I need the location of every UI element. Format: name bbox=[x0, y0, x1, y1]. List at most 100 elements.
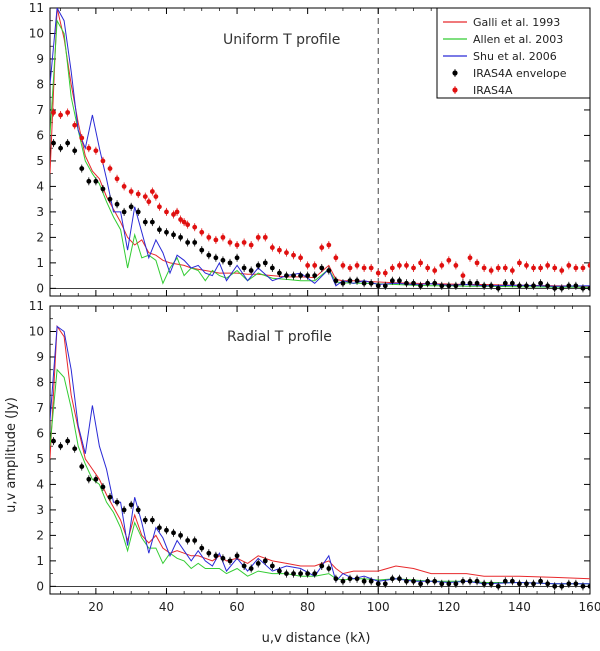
data-point-iras4a-envelope bbox=[467, 578, 473, 584]
x-tick-label: 100 bbox=[367, 600, 390, 614]
data-point-iras4a bbox=[142, 194, 148, 200]
data-point-iras4a bbox=[340, 263, 346, 268]
y-tick-label: 2 bbox=[36, 528, 44, 542]
data-point-iras4a-envelope bbox=[277, 568, 282, 574]
data-point-iras4a-envelope bbox=[531, 283, 536, 289]
data-point-iras4a-envelope bbox=[474, 578, 480, 584]
y-tick-label: 2 bbox=[36, 230, 44, 244]
data-point-iras4a bbox=[291, 252, 296, 258]
data-point-iras4a-envelope bbox=[135, 507, 141, 513]
data-point-iras4a bbox=[128, 189, 134, 194]
data-point-iras4a-envelope bbox=[220, 257, 226, 263]
data-point-iras4a-envelope bbox=[298, 273, 303, 279]
data-point-iras4a-envelope bbox=[382, 283, 388, 289]
data-point-iras4a bbox=[185, 222, 191, 228]
y-tick-label: 11 bbox=[29, 299, 44, 313]
data-point-iras4a-envelope bbox=[446, 581, 452, 587]
data-point-iras4a-envelope bbox=[206, 252, 212, 258]
data-point-iras4a-envelope bbox=[255, 561, 261, 566]
data-point-iras4a-envelope bbox=[559, 583, 565, 589]
data-point-iras4a bbox=[382, 270, 388, 276]
data-point-iras4a bbox=[262, 234, 268, 240]
legend-label: Allen et al. 2003 bbox=[473, 33, 563, 46]
data-point-iras4a-envelope bbox=[460, 280, 466, 286]
data-point-iras4a-envelope bbox=[347, 278, 353, 284]
data-point-iras4a bbox=[502, 265, 508, 271]
series-group bbox=[50, 8, 590, 293]
data-point-iras4a-envelope bbox=[312, 273, 318, 279]
data-point-iras4a-envelope bbox=[425, 280, 431, 286]
data-point-iras4a-envelope bbox=[51, 438, 56, 444]
data-point-iras4a bbox=[72, 122, 78, 128]
data-point-iras4a-envelope bbox=[509, 280, 515, 286]
data-point-iras4a-envelope bbox=[93, 476, 99, 482]
y-tick-label: 0 bbox=[36, 579, 44, 593]
y-tick-label: 9 bbox=[36, 350, 44, 364]
data-point-iras4a bbox=[460, 273, 466, 279]
data-point-iras4a-envelope bbox=[100, 484, 106, 490]
data-point-iras4a-envelope bbox=[531, 581, 536, 587]
data-point-iras4a bbox=[326, 242, 332, 248]
data-point-iras4a-envelope bbox=[262, 558, 268, 564]
data-point-iras4a bbox=[418, 260, 423, 266]
data-point-iras4a-envelope bbox=[517, 283, 522, 289]
panel-uniform-t: Uniform T profile 0 1 2 3 4 5 6 7 8 9 10 11 bbox=[29, 1, 591, 297]
data-point-iras4a bbox=[100, 158, 106, 164]
data-point-iras4a-envelope bbox=[234, 255, 240, 261]
data-point-iras4a-envelope bbox=[86, 476, 92, 482]
data-point-iras4a-envelope bbox=[305, 571, 311, 577]
data-point-iras4a bbox=[531, 265, 536, 271]
data-point-iras4a bbox=[354, 263, 360, 268]
data-point-iras4a-envelope bbox=[460, 578, 466, 584]
data-point-iras4a bbox=[347, 265, 353, 271]
data-point-iras4a-envelope bbox=[319, 265, 325, 271]
data-point-iras4a bbox=[389, 265, 395, 271]
data-point-iras4a-envelope bbox=[375, 283, 381, 289]
data-point-iras4a-envelope bbox=[439, 283, 445, 289]
x-tick-label: 160 bbox=[579, 600, 600, 614]
data-point-iras4a-envelope bbox=[326, 566, 332, 571]
data-point-iras4a-envelope bbox=[495, 285, 501, 291]
data-point-iras4a-envelope bbox=[65, 438, 71, 444]
legend-label: IRAS4A envelope bbox=[473, 67, 567, 80]
data-point-iras4a-envelope bbox=[354, 576, 360, 582]
data-point-iras4a bbox=[174, 209, 180, 215]
data-point-iras4a-envelope bbox=[552, 285, 558, 291]
x-tick-label: 20 bbox=[88, 600, 103, 614]
series-line-allen-et-al-2003 bbox=[50, 368, 590, 585]
x-tick-label: 140 bbox=[508, 600, 531, 614]
data-point-iras4a-envelope bbox=[248, 566, 254, 571]
data-point-iras4a-envelope bbox=[107, 494, 113, 500]
data-point-iras4a-envelope bbox=[185, 538, 191, 543]
panel-title-uniform: Uniform T profile bbox=[223, 32, 340, 48]
data-point-iras4a-envelope bbox=[128, 204, 134, 210]
data-point-iras4a-envelope bbox=[361, 280, 367, 286]
data-point-iras4a-envelope bbox=[234, 553, 240, 559]
data-point-iras4a-envelope bbox=[206, 550, 212, 556]
data-point-iras4a bbox=[298, 255, 303, 261]
data-point-iras4a bbox=[587, 263, 590, 268]
data-point-iras4a-envelope bbox=[524, 283, 529, 289]
data-point-iras4a-envelope bbox=[538, 280, 543, 286]
legend-box bbox=[436, 7, 591, 99]
data-point-iras4a-envelope bbox=[418, 581, 423, 587]
data-point-iras4a bbox=[361, 265, 367, 271]
data-point-iras4a bbox=[146, 199, 152, 205]
data-point-iras4a bbox=[495, 265, 501, 271]
y-tick-label: 8 bbox=[36, 77, 44, 91]
y-tick-label: 11 bbox=[29, 1, 44, 15]
x-tick-label: 40 bbox=[159, 600, 174, 614]
data-point-iras4a-envelope bbox=[566, 581, 572, 587]
y-tick-label: 9 bbox=[36, 52, 44, 66]
data-point-iras4a bbox=[474, 260, 480, 266]
data-point-iras4a-envelope bbox=[361, 578, 367, 584]
data-point-iras4a bbox=[524, 263, 529, 268]
data-point-iras4a-envelope bbox=[178, 532, 183, 538]
data-point-iras4a-envelope bbox=[545, 283, 551, 289]
data-point-iras4a-envelope bbox=[178, 234, 183, 240]
y-tick-label: 10 bbox=[29, 26, 44, 40]
data-point-iras4a bbox=[206, 234, 212, 240]
data-point-iras4a bbox=[241, 240, 247, 245]
data-point-iras4a-envelope bbox=[340, 280, 346, 286]
data-point-iras4a-envelope bbox=[72, 446, 78, 452]
